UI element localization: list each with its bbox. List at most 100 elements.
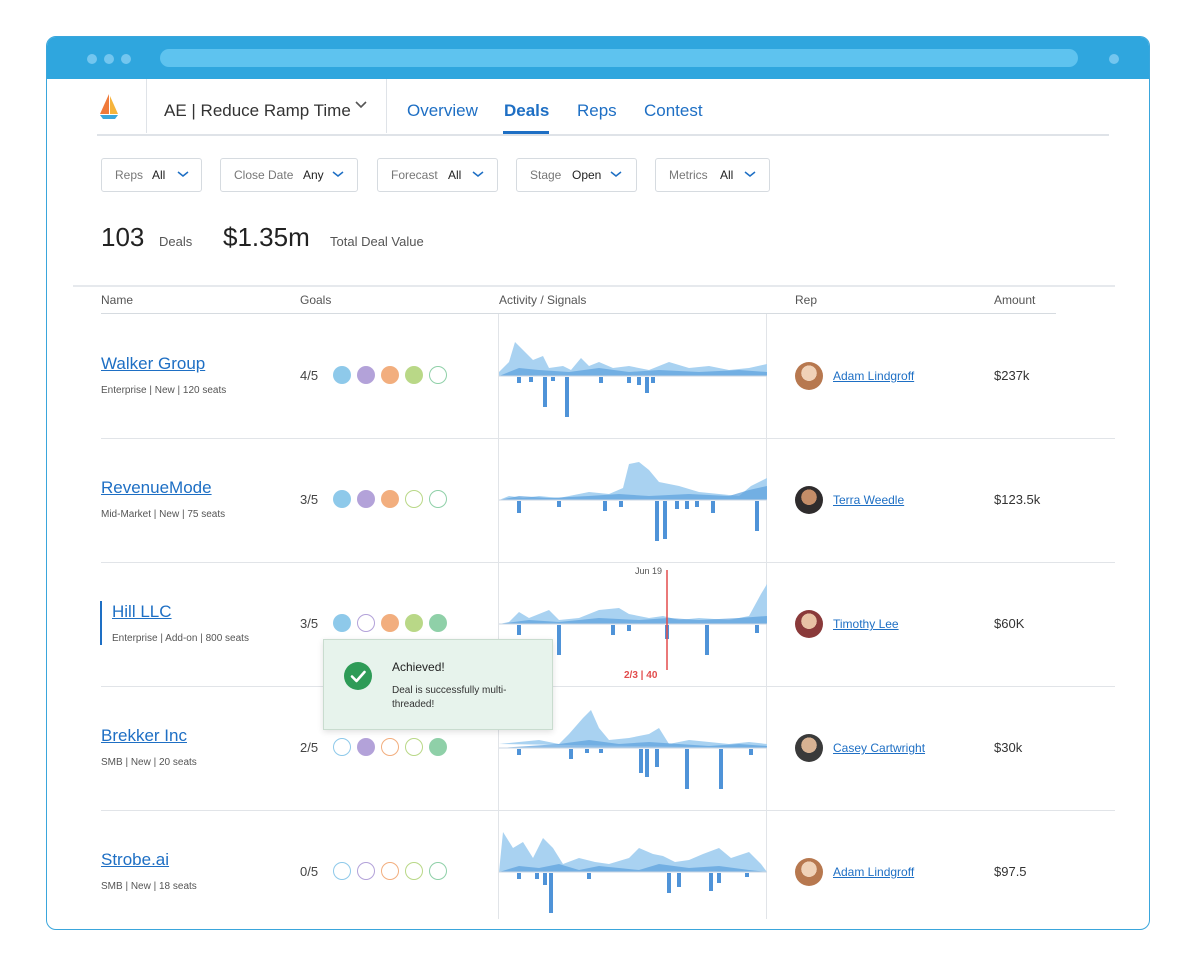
signal-bar: [517, 873, 521, 879]
goal-indicator[interactable]: [405, 366, 423, 384]
deal-name-link[interactable]: Hill LLC: [112, 602, 172, 621]
rep-name-link[interactable]: Adam Lindgroff: [833, 369, 915, 383]
rep-name-link[interactable]: Casey Cartwright: [833, 741, 926, 755]
signal-bar: [677, 873, 681, 887]
filter-forecast[interactable]: Forecast All: [377, 158, 498, 192]
deal-amount: $237k: [994, 368, 1030, 383]
signal-bar: [551, 377, 555, 381]
signal-bar: [667, 873, 671, 893]
signal-bar: [603, 501, 607, 511]
filter-key: Close Date: [234, 168, 294, 182]
deal-name-link[interactable]: Brekker Inc: [101, 726, 187, 745]
goal-indicator[interactable]: [429, 366, 447, 384]
tooltip-body: Deal is successfully multi-threaded!: [392, 685, 507, 710]
goal-indicator[interactable]: [381, 738, 399, 756]
goal-indicator[interactable]: [333, 738, 351, 756]
column-header-rep[interactable]: Rep: [795, 293, 818, 307]
goal-indicator[interactable]: [381, 862, 399, 880]
goal-indicator[interactable]: [357, 862, 375, 880]
deal-name-link[interactable]: RevenueMode: [101, 478, 212, 497]
rep-avatar[interactable]: [795, 734, 823, 762]
signal-area: [499, 740, 767, 748]
signal-bar: [705, 625, 709, 655]
column-header-name[interactable]: Name: [101, 293, 134, 307]
total-deal-value-label: Total Deal Value: [330, 234, 424, 249]
rep-avatar[interactable]: [795, 486, 823, 514]
goal-indicator[interactable]: [405, 490, 423, 508]
rep-avatar[interactable]: [795, 858, 823, 886]
goal-indicator[interactable]: [429, 490, 447, 508]
signal-bar: [517, 377, 521, 383]
goal-indicator[interactable]: [405, 614, 423, 632]
tab-contest[interactable]: Contest: [644, 101, 703, 120]
logo-cell[interactable]: [51, 79, 147, 133]
achievement-tooltip: Achieved! Deal is successfully multi-thr…: [323, 639, 553, 730]
goal-indicator[interactable]: [381, 614, 399, 632]
filter-stage[interactable]: Stage Open: [516, 158, 637, 192]
deal-details: Enterprise | New | 120 seats: [101, 385, 227, 396]
goal-indicator[interactable]: [333, 490, 351, 508]
filter-key: Metrics: [669, 168, 708, 182]
chevron-down-icon: [472, 171, 484, 177]
goal-indicator[interactable]: [333, 366, 351, 384]
active-tab-indicator: [503, 131, 549, 134]
signal-area: [499, 616, 767, 624]
goal-indicator[interactable]: [429, 614, 447, 632]
address-bar[interactable]: [160, 49, 1078, 67]
goal-indicator[interactable]: [429, 738, 447, 756]
filter-reps[interactable]: Reps All: [101, 158, 202, 192]
deal-amount: $60K: [994, 616, 1025, 631]
tab-overview[interactable]: Overview: [407, 101, 478, 120]
deal-name-link[interactable]: Walker Group: [101, 354, 206, 373]
rep-name-link[interactable]: Adam Lindgroff: [833, 865, 915, 879]
goal-indicator[interactable]: [381, 366, 399, 384]
goal-indicator[interactable]: [333, 862, 351, 880]
goal-indicator[interactable]: [357, 738, 375, 756]
column-header-amount[interactable]: Amount: [994, 293, 1036, 307]
signal-bar: [755, 501, 759, 531]
tab-reps[interactable]: Reps: [577, 101, 617, 120]
goal-indicator[interactable]: [357, 490, 375, 508]
deal-details: Enterprise | Add-on | 800 seats: [112, 633, 249, 644]
nav-divider: [97, 134, 1109, 136]
activity-area: [499, 342, 767, 376]
signal-bar: [517, 625, 521, 635]
rep-name-link[interactable]: Timothy Lee: [833, 617, 899, 631]
table-top-divider: [73, 285, 1115, 287]
goal-indicator[interactable]: [405, 862, 423, 880]
activity-column-divider: [498, 314, 499, 919]
signal-area: [499, 864, 767, 872]
goal-indicator[interactable]: [429, 862, 447, 880]
filter-value: Any: [303, 168, 324, 182]
tab-deals[interactable]: Deals: [504, 101, 550, 120]
chevron-down-icon: [355, 101, 367, 109]
deal-name-link[interactable]: Strobe.ai: [101, 850, 170, 869]
rep-avatar[interactable]: [795, 362, 823, 390]
column-header-activity[interactable]: Activity / Signals: [499, 293, 587, 307]
window-dot[interactable]: [87, 54, 97, 64]
goal-indicator[interactable]: [333, 614, 351, 632]
deals-label: Deals: [159, 234, 193, 249]
goal-indicator[interactable]: [357, 366, 375, 384]
goal-indicator[interactable]: [357, 614, 375, 632]
filter-value: All: [448, 168, 462, 182]
rep-name-link[interactable]: Terra Weedle: [833, 493, 905, 507]
project-selector[interactable]: AE | Reduce Ramp Time: [146, 79, 387, 133]
filter-value: Open: [572, 168, 602, 182]
filter-metrics[interactable]: Metrics All: [655, 158, 770, 192]
column-header-goals[interactable]: Goals: [300, 293, 332, 307]
window-dot[interactable]: [121, 54, 131, 64]
signal-bar: [651, 377, 655, 383]
goal-indicator[interactable]: [381, 490, 399, 508]
activity-sparkline: [499, 570, 767, 670]
rep-avatar[interactable]: [795, 610, 823, 638]
goal-indicator[interactable]: [405, 738, 423, 756]
window-dot[interactable]: [104, 54, 114, 64]
chevron-down-icon: [610, 171, 622, 177]
filter-close-date[interactable]: Close Date Any: [220, 158, 358, 192]
signal-bar: [709, 873, 713, 891]
chevron-down-icon: [744, 171, 756, 177]
signal-bar: [543, 873, 547, 885]
signal-bar: [711, 501, 715, 513]
signal-bar: [569, 749, 573, 759]
